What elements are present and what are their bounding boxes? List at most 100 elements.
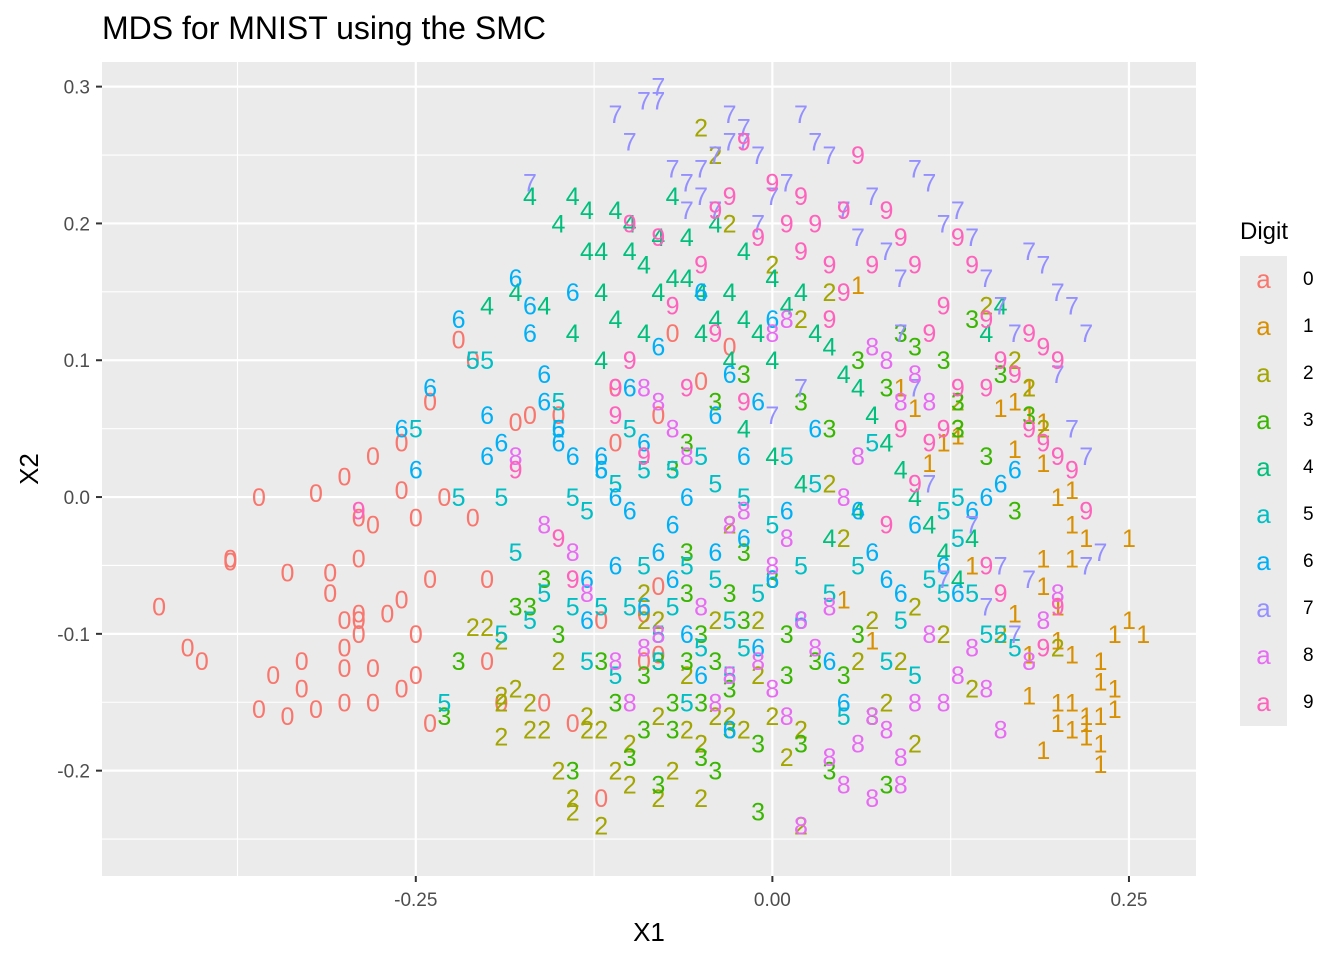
- point-digit-8: 8: [979, 676, 993, 704]
- point-digit-2: 2: [908, 593, 922, 621]
- point-digit-3: 3: [651, 771, 665, 799]
- point-digit-9: 9: [865, 251, 879, 279]
- point-digit-5: 5: [708, 470, 722, 498]
- point-digit-2: 2: [765, 703, 779, 731]
- point-digit-5: 5: [880, 648, 894, 676]
- point-digit-0: 0: [252, 696, 266, 724]
- point-digit-6: 6: [523, 320, 537, 348]
- point-digit-1: 1: [1093, 703, 1107, 731]
- point-digit-6: 6: [994, 470, 1008, 498]
- y-tick-label: 0.0: [64, 488, 90, 509]
- point-digit-7: 7: [922, 169, 936, 197]
- point-digit-0: 0: [181, 635, 195, 663]
- point-digit-6: 6: [979, 484, 993, 512]
- point-digit-8: 8: [1051, 580, 1065, 608]
- point-digit-0: 0: [338, 607, 352, 635]
- point-digit-8: 8: [765, 320, 779, 348]
- point-digit-9: 9: [737, 388, 751, 416]
- point-digit-6: 6: [837, 689, 851, 717]
- point-digit-8: 8: [880, 347, 894, 375]
- point-digit-0: 0: [409, 505, 423, 533]
- point-digit-4: 4: [723, 279, 737, 307]
- point-digit-2: 2: [951, 416, 965, 444]
- point-digit-5: 5: [937, 498, 951, 526]
- point-digit-7: 7: [965, 511, 979, 539]
- point-digit-5: 5: [666, 457, 680, 485]
- point-digit-7: 7: [951, 197, 965, 225]
- point-digit-5: 5: [951, 525, 965, 553]
- point-digit-7: 7: [994, 552, 1008, 580]
- point-digit-4: 4: [922, 511, 936, 539]
- point-digit-0: 0: [252, 484, 266, 512]
- point-digit-4: 4: [651, 224, 665, 252]
- point-digit-2: 2: [651, 607, 665, 635]
- point-digit-2: 2: [609, 758, 623, 786]
- point-digit-0: 0: [666, 320, 680, 348]
- point-digit-5: 5: [623, 593, 637, 621]
- point-digit-6: 6: [509, 265, 523, 293]
- point-digit-6: 6: [494, 429, 508, 457]
- point-digit-4: 4: [737, 306, 751, 334]
- point-digit-6: 6: [737, 443, 751, 471]
- point-digit-6: 6: [751, 388, 765, 416]
- point-digit-6: 6: [537, 361, 551, 389]
- point-digit-3: 3: [723, 676, 737, 704]
- point-digit-0: 0: [295, 648, 309, 676]
- point-digit-8: 8: [822, 593, 836, 621]
- point-digit-5: 5: [623, 416, 637, 444]
- point-digit-1: 1: [1079, 723, 1093, 751]
- point-digit-4: 4: [822, 525, 836, 553]
- point-digit-7: 7: [680, 197, 694, 225]
- point-digit-0: 0: [395, 587, 409, 615]
- data-points: 00 00000000000000000000000000000000000000…: [152, 74, 1150, 841]
- point-digit-5: 5: [537, 580, 551, 608]
- point-digit-3: 3: [637, 717, 651, 745]
- point-digit-5: 5: [609, 470, 623, 498]
- point-digit-5: 5: [680, 689, 694, 717]
- point-digit-3: 3: [851, 621, 865, 649]
- point-digit-3: 3: [1008, 498, 1022, 526]
- point-digit-6: 6: [794, 607, 808, 635]
- point-digit-9: 9: [1051, 347, 1065, 375]
- point-digit-2: 2: [937, 621, 951, 649]
- point-digit-8: 8: [637, 375, 651, 403]
- point-digit-7: 7: [937, 210, 951, 238]
- point-digit-6: 6: [566, 279, 580, 307]
- point-digit-6: 6: [623, 498, 637, 526]
- point-digit-4: 4: [651, 279, 665, 307]
- point-digit-4: 4: [580, 238, 594, 266]
- point-digit-9: 9: [908, 251, 922, 279]
- point-digit-3: 3: [737, 607, 751, 635]
- point-digit-0: 0: [395, 477, 409, 505]
- point-digit-6: 6: [395, 416, 409, 444]
- point-digit-0: 0: [423, 388, 437, 416]
- point-digit-1: 1: [1036, 573, 1050, 601]
- point-digit-7: 7: [808, 128, 822, 156]
- point-digit-0: 0: [409, 662, 423, 690]
- point-digit-4: 4: [666, 265, 680, 293]
- point-digit-3: 3: [880, 375, 894, 403]
- point-digit-4: 4: [566, 183, 580, 211]
- point-digit-3: 3: [723, 717, 737, 745]
- point-digit-9: 9: [1079, 498, 1093, 526]
- point-digit-8: 8: [837, 771, 851, 799]
- point-digit-1: 1: [1093, 669, 1107, 697]
- point-digit-9: 9: [708, 197, 722, 225]
- point-digit-3: 3: [751, 799, 765, 827]
- point-digit-8: 8: [765, 676, 779, 704]
- legend-key: a: [1240, 585, 1287, 632]
- y-axis: -0.2 -0.1 0.0 0.1 0.2 0.3: [57, 78, 102, 783]
- point-digit-4: 4: [794, 470, 808, 498]
- point-digit-6: 6: [751, 635, 765, 663]
- point-digit-0: 0: [352, 607, 366, 635]
- point-digit-1: 1: [1022, 682, 1036, 710]
- point-digit-7: 7: [908, 156, 922, 184]
- point-digit-2: 2: [551, 758, 565, 786]
- legend-key: a: [1240, 538, 1287, 585]
- legend-label: 3: [1303, 409, 1314, 431]
- point-digit-3: 3: [694, 689, 708, 717]
- point-digit-5: 5: [494, 484, 508, 512]
- point-digit-1: 1: [1065, 689, 1079, 717]
- point-digit-2: 2: [965, 676, 979, 704]
